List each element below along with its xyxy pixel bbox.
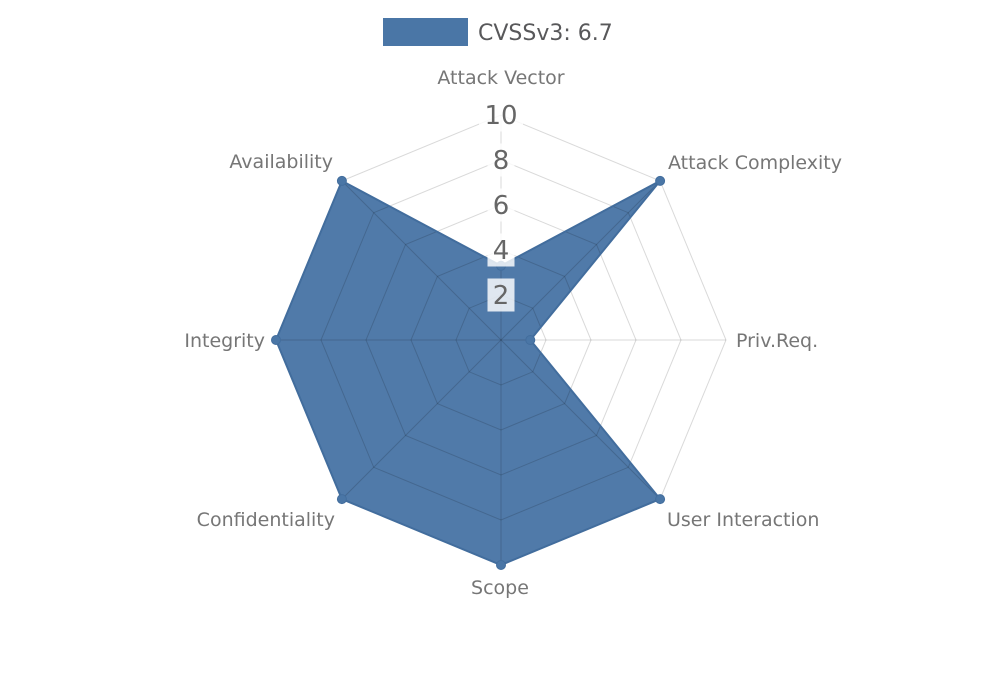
axis-label-scope: Scope — [471, 577, 529, 599]
tick-label: 8 — [493, 146, 510, 176]
vertex-marker — [496, 560, 506, 570]
tick-label: 6 — [493, 191, 510, 221]
axis-label-user-interaction: User Interaction — [667, 509, 819, 531]
tick-label-box — [487, 188, 515, 222]
grid-spoke — [500, 339, 661, 500]
series-area — [276, 180, 661, 565]
vertex-marker — [655, 175, 666, 186]
axis-label-integrity: Integrity — [184, 330, 265, 352]
grid-ring — [410, 249, 592, 431]
axis-label-attack-complexity: Attack Complexity — [668, 152, 842, 174]
grid-ring — [455, 294, 547, 386]
grid-spoke — [500, 180, 661, 341]
series-fill-layer — [276, 180, 661, 565]
legend: CVSSv3: 6.7 — [383, 18, 613, 46]
tick-label: 10 — [484, 101, 517, 131]
tick-label: 2 — [493, 281, 510, 311]
tick-label-box — [487, 233, 515, 267]
axis-label-confidentiality: Confidentiality — [197, 509, 335, 531]
axis-label-availability: Availability — [229, 151, 333, 173]
vertex-marker — [525, 335, 536, 345]
axis-label-priv-req: Priv.Req. — [736, 330, 818, 352]
vertex-marker — [336, 494, 347, 505]
vertex-marker — [655, 494, 666, 505]
legend-label: CVSSv3: 6.7 — [478, 21, 613, 46]
axis-label-layer: Attack Vector Attack Complexity Priv.Req. U… — [184, 67, 842, 599]
radial-tick-layer: 10 8 6 4 2 — [479, 98, 523, 312]
legend-swatch — [383, 18, 468, 46]
grid-spoke — [341, 339, 502, 500]
vertex-marker — [336, 175, 347, 186]
vertex-marker — [271, 335, 281, 345]
series-outline-layer — [271, 175, 666, 570]
tick-label: 4 — [493, 236, 510, 266]
grid-ring — [320, 159, 682, 521]
grid-ring — [365, 204, 637, 476]
tick-label-box — [487, 278, 515, 312]
tick-label-box — [487, 143, 515, 177]
tick-label-box — [479, 98, 523, 132]
axis-label-attack-vector: Attack Vector — [437, 67, 564, 89]
grid-spoke — [341, 180, 502, 341]
